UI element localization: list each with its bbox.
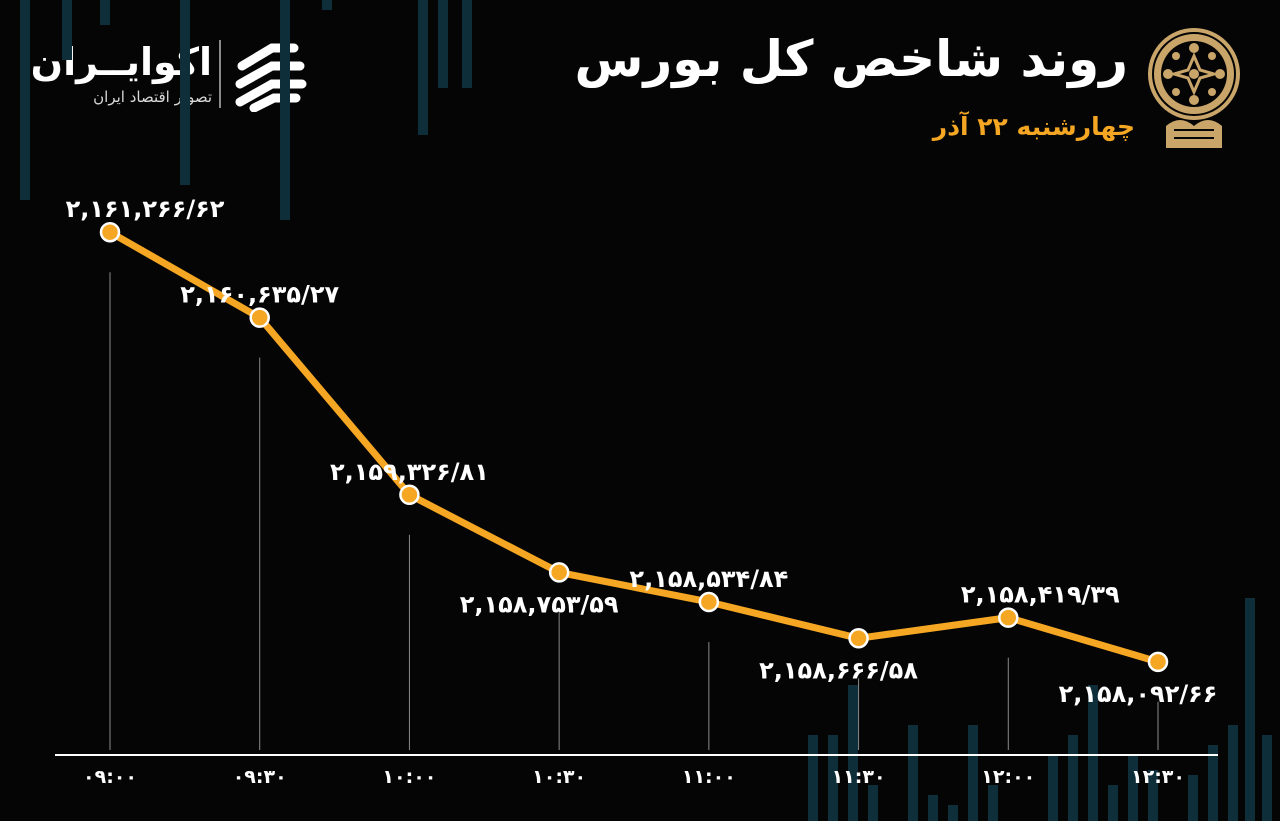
background-bar (280, 0, 290, 220)
background-bar (462, 0, 472, 88)
background-bar (180, 0, 190, 185)
data-label: ۲,۱۵۸,۰۹۲/۶۶ (1059, 680, 1218, 708)
data-point (399, 484, 420, 506)
background-bar (20, 0, 30, 200)
x-tick-label: ۱۰:۰۰ (382, 766, 436, 788)
background-bar (62, 0, 72, 60)
background-bar (1128, 755, 1138, 821)
background-bar (988, 785, 998, 821)
background-bar (1228, 725, 1238, 821)
x-tick-label: ۱۲:۳۰ (1131, 766, 1185, 788)
background-bar (928, 795, 938, 821)
x-tick-label: ۱۰:۳۰ (532, 766, 586, 788)
data-label: ۲,۱۵۹,۳۲۶/۸۱ (330, 458, 489, 486)
data-point (698, 591, 720, 613)
data-labels: ۲,۱۶۱,۲۶۶/۶۲ ۲,۱۶۰,۶۳۵/۲۷ ۲,۱۵۹,۳۲۶/۸۱ ۲,۱۵… (66, 195, 1218, 708)
background-bar (1188, 775, 1198, 821)
data-label: ۲,۱۵۸,۷۵۳/۵۹ (460, 590, 619, 618)
data-label: ۲,۱۶۱,۲۶۶/۶۲ (66, 195, 225, 223)
background-bar (438, 0, 448, 88)
background-bars (20, 0, 1272, 821)
data-point (249, 307, 270, 328)
background-bar (828, 735, 838, 821)
background-bar (1088, 685, 1098, 821)
data-label: ۲,۱۵۸,۵۳۴/۸۴ (629, 565, 788, 593)
x-tick-label: ۱۲:۰۰ (981, 766, 1035, 788)
background-bar (100, 0, 110, 25)
background-bar (1108, 785, 1118, 821)
vertical-guides (109, 272, 1159, 750)
background-bar (1148, 770, 1158, 821)
x-tick-label: ۰۹:۳۰ (233, 766, 287, 788)
chart-title: روند شاخص کل بورس (574, 30, 1128, 88)
data-point (548, 562, 570, 583)
data-label: ۲,۱۵۸,۶۶۶/۵۸ (759, 656, 918, 684)
background-bar (808, 735, 818, 821)
background-bar (868, 785, 878, 821)
background-bar (908, 725, 918, 821)
background-bar (1048, 755, 1058, 821)
data-point (998, 607, 1019, 628)
series-line (106, 228, 1162, 666)
background-bar (948, 805, 958, 821)
x-tick-labels: ۰۹:۰۰ ۰۹:۳۰ ۱۰:۰۰ ۱۰:۳۰ ۱۱:۰۰ ۱۱:۳۰ ۱۲:۰۰ ۱۲:۳۰ (83, 766, 1185, 788)
data-label: ۲,۱۶۰,۶۳۵/۲۷ (180, 281, 339, 309)
background-bar (1208, 745, 1218, 821)
chart-date: چهارشنبه ۲۲ آذر (932, 112, 1135, 141)
background-bar (1245, 598, 1255, 821)
brand-divider (219, 40, 221, 108)
background-bar (418, 0, 428, 135)
data-label: ۲,۱۵۸,۴۱۹/۳۹ (961, 581, 1120, 609)
tehran-stock-exchange-seal-icon (1148, 28, 1240, 148)
x-tick-label: ۱۱:۰۰ (682, 766, 736, 788)
background-bar (848, 685, 858, 821)
data-point (848, 628, 869, 649)
x-tick-label: ۰۹:۰۰ (83, 766, 137, 788)
data-points (99, 221, 1169, 673)
background-bar (1068, 735, 1078, 821)
data-point (99, 221, 121, 243)
background-bar (968, 725, 978, 821)
data-point (1147, 651, 1169, 673)
background-bar (322, 0, 332, 10)
background-bar (1262, 735, 1272, 821)
x-tick-label: ۱۱:۳۰ (832, 766, 886, 788)
